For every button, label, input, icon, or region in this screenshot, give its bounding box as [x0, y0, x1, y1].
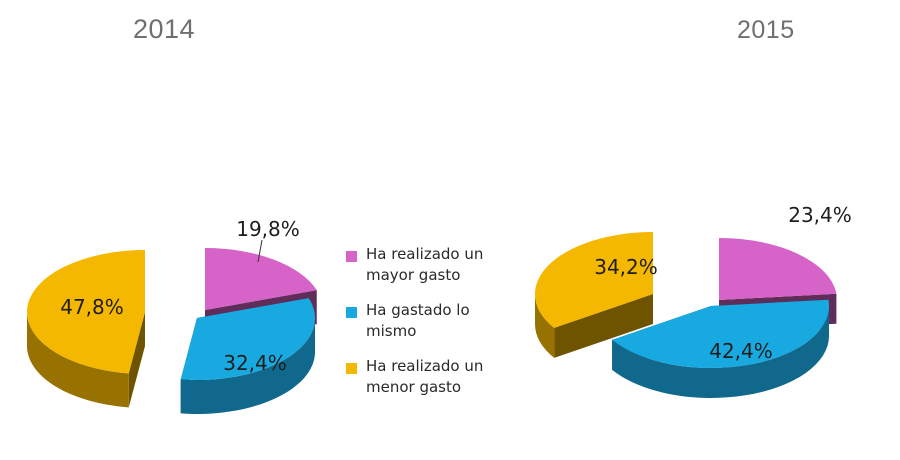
leader-line	[257, 239, 263, 263]
chart-title-2015: 2015	[737, 16, 795, 44]
slice-mismo	[180, 298, 315, 380]
legend-label: Ha realizado un mayor gasto	[366, 245, 484, 284]
pie-2014: 19,8% 32,4% 47,8%	[27, 217, 317, 414]
slice-mayor-gasto	[205, 248, 317, 310]
data-label-menor-gasto: 47,8%	[60, 295, 124, 319]
data-label-mismo: 42,4%	[709, 339, 773, 363]
slice-side-menor-gasto	[535, 294, 555, 358]
legend-swatch-blue	[346, 307, 357, 318]
pie-2015: 23,4% 42,4% 34,2%	[535, 203, 852, 398]
chart-title-2014: 2014	[133, 14, 196, 44]
data-label-mayor-gasto: 23,4%	[788, 203, 852, 227]
legend-swatch-yellow	[346, 363, 357, 374]
slice-mismo	[612, 299, 829, 368]
data-label-mayor-gasto: 19,8%	[236, 217, 300, 241]
slice-menor-gasto	[27, 250, 145, 374]
legend-swatch-pink	[346, 251, 357, 262]
slice-wall-menor-gasto	[128, 312, 145, 408]
data-label-mismo: 32,4%	[223, 351, 287, 375]
legend-item-mismo: Ha gastado lo mismo	[340, 300, 496, 342]
slice-side-menor-gasto	[27, 312, 129, 408]
slice-side-mismo	[612, 306, 829, 398]
legend-item-mayor-gasto: Ha realizado un mayor gasto	[340, 244, 496, 286]
slice-menor-gasto	[535, 232, 653, 328]
legend: Ha realizado un mayor gasto Ha gastado l…	[340, 244, 496, 412]
data-label-menor-gasto: 34,2%	[594, 255, 658, 279]
legend-label: Ha realizado un menor gasto	[366, 357, 484, 396]
slice-side-mismo	[180, 318, 315, 414]
legend-item-menor-gasto: Ha realizado un menor gasto	[340, 356, 496, 398]
legend-label: Ha gastado lo mismo	[366, 301, 470, 340]
slice-mayor-gasto	[719, 238, 837, 300]
slice-wall-menor-gasto	[554, 294, 653, 358]
